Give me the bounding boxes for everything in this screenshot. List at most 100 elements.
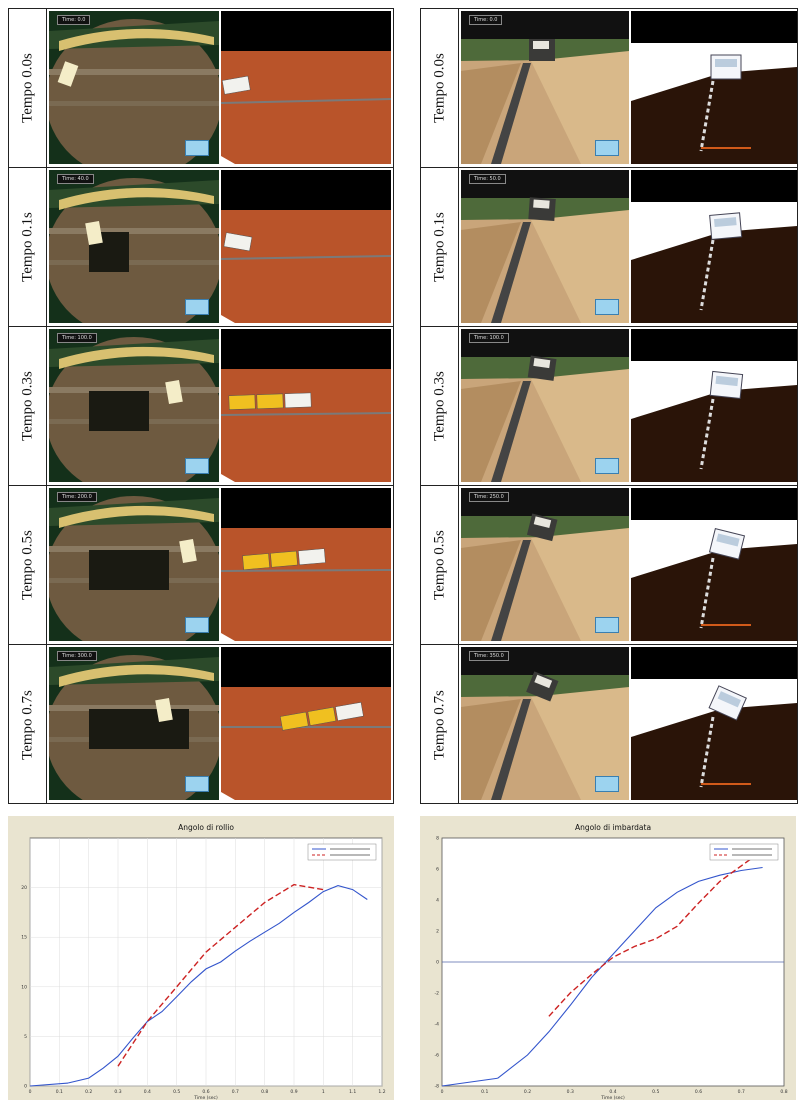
front-view-render-svg (631, 170, 797, 323)
y-tick-label: 0 (436, 960, 439, 966)
y-tick-label: -2 (435, 991, 440, 997)
yaw-angle-chart: Angolo di imbardata 0 0.1 0.2 0.3 0.4 0.5 0.6 0.… (420, 816, 796, 1101)
series-line-1 (497, 866, 763, 1079)
x-tick-label: 0.5 (652, 1089, 659, 1095)
simulation-render (221, 488, 391, 641)
frame-row: Tempo 0.7s Time: 300.0 (9, 645, 393, 804)
time-label: Tempo 0.3s (431, 371, 447, 441)
frame-row: Tempo 0.7s Time: 350.0 (421, 645, 797, 804)
time-label: Tempo 0.0s (431, 53, 447, 123)
x-tick-label: 0.1 (481, 1089, 488, 1095)
top-view-render-svg (221, 11, 391, 164)
front-view-render-svg (631, 488, 797, 641)
frame-row: Tempo 0.3s Time: 100.0 (421, 327, 797, 486)
y-tick-label: 6 (436, 867, 439, 873)
lab-logo (185, 458, 209, 474)
simulation-render (221, 329, 391, 482)
x-tick-label: 0.2 (524, 1089, 531, 1095)
crash-test-photo: Time: 350.0 (461, 647, 629, 800)
time-label: Tempo 0.1s (431, 212, 447, 282)
aerial-photo-svg (49, 329, 219, 482)
left-comparison-panel: Tempo 0.0s Time: 0.0 Tempo 0.1s Time: 40… (8, 8, 394, 804)
aerial-photo-svg (49, 488, 219, 641)
time-label: Tempo 0.1s (19, 212, 35, 282)
yaw-angle-chart-svg: Angolo di imbardata 0 0.1 0.2 0.3 0.4 0.5 0.6 0.… (435, 823, 788, 1101)
chart-title: Angolo di rollio (178, 823, 234, 832)
y-tick-label: -4 (435, 1022, 440, 1028)
time-label-cell: Tempo 0.3s (9, 327, 47, 485)
x-tick-label: 0.4 (609, 1089, 616, 1095)
lab-logo (595, 458, 619, 474)
simulation-render (631, 170, 797, 323)
x-tick-label: 0.1 (56, 1089, 63, 1095)
time-label: Tempo 0.7s (19, 689, 35, 760)
time-label-cell: Tempo 0.1s (9, 168, 47, 326)
x-tick-label: 0.9 (290, 1089, 297, 1095)
time-label: Tempo 0.5s (19, 530, 35, 600)
time-label-cell: Tempo 0.7s (9, 645, 47, 804)
simulation-render (221, 170, 391, 323)
series-line-2 (548, 849, 764, 1017)
aerial-photo-svg (49, 170, 219, 323)
y-tick-label: -6 (435, 1053, 440, 1059)
top-view-render-svg (221, 170, 391, 323)
x-axis-label: Time (sec) (193, 1095, 218, 1100)
x-tick-label: 0.7 (232, 1089, 239, 1095)
simulation-render (221, 11, 391, 164)
crash-test-photo: Time: 100.0 (49, 329, 219, 482)
time-value: 250.0 (489, 494, 504, 500)
time-readout: Time: 200.0 (57, 492, 97, 502)
time-label: Tempo 0.7s (431, 689, 447, 760)
legend-box (709, 843, 779, 861)
simulation-render (631, 11, 797, 164)
time-value: 50.0 (489, 176, 501, 182)
x-tick-label: 0.2 (85, 1089, 92, 1095)
lab-logo (595, 299, 619, 315)
frame-row: Tempo 0.3s Time: 100.0 (9, 327, 393, 486)
lab-logo (595, 776, 619, 792)
time-value: 100.0 (489, 335, 504, 341)
frame-row: Tempo 0.5s Time: 250.0 (421, 486, 797, 645)
lab-logo (185, 140, 209, 156)
lab-logo (185, 617, 209, 633)
time-prefix: Time: (474, 335, 488, 341)
top-view-render-svg (221, 647, 391, 800)
time-prefix: Time: (474, 17, 488, 23)
front-view-render-svg (631, 329, 797, 482)
y-tick-label: -8 (435, 1084, 440, 1090)
frame-row: Tempo 0.1s Time: 40.0 (9, 168, 393, 327)
lab-logo (595, 140, 619, 156)
lab-logo (185, 299, 209, 315)
time-value: 200.0 (77, 494, 92, 500)
x-tick-label: 0.8 (780, 1089, 787, 1095)
x-tick-label: 0.8 (261, 1089, 268, 1095)
x-tick-label: 1.2 (378, 1089, 385, 1095)
series-line-2 (117, 883, 324, 1067)
time-value: 0.0 (489, 17, 498, 23)
y-tick-label: 10 (21, 984, 27, 990)
aerial-photo-svg (49, 11, 219, 164)
legend-box (307, 843, 377, 861)
y-tick-label: 0 (24, 1084, 27, 1090)
y-tick-label: 4 (436, 898, 439, 904)
right-comparison-panel: Tempo 0.0s Time: 0.0 Tempo 0.1s Time: 50… (420, 8, 798, 804)
lab-logo (185, 776, 209, 792)
simulation-render (631, 329, 797, 482)
y-tick-label: 8 (436, 836, 439, 842)
x-tick-label: 0.3 (567, 1089, 574, 1095)
time-label-cell: Tempo 0.0s (9, 9, 47, 167)
simulation-render (221, 647, 391, 800)
simulation-render (631, 647, 797, 800)
time-readout: Time: 0.0 (469, 15, 503, 25)
x-tick-label: 0 (29, 1089, 32, 1095)
road-photo-svg (461, 488, 629, 641)
time-value: 40.0 (77, 176, 89, 182)
time-value: 300.0 (77, 653, 92, 659)
time-readout: Time: 40.0 (57, 174, 94, 184)
aerial-photo-svg (49, 647, 219, 800)
time-readout: Time: 50.0 (469, 174, 506, 184)
crash-test-photo: Time: 250.0 (461, 488, 629, 641)
crash-test-photo: Time: 50.0 (461, 170, 629, 323)
road-photo-svg (461, 11, 629, 164)
x-tick-label: 1 (322, 1089, 325, 1095)
